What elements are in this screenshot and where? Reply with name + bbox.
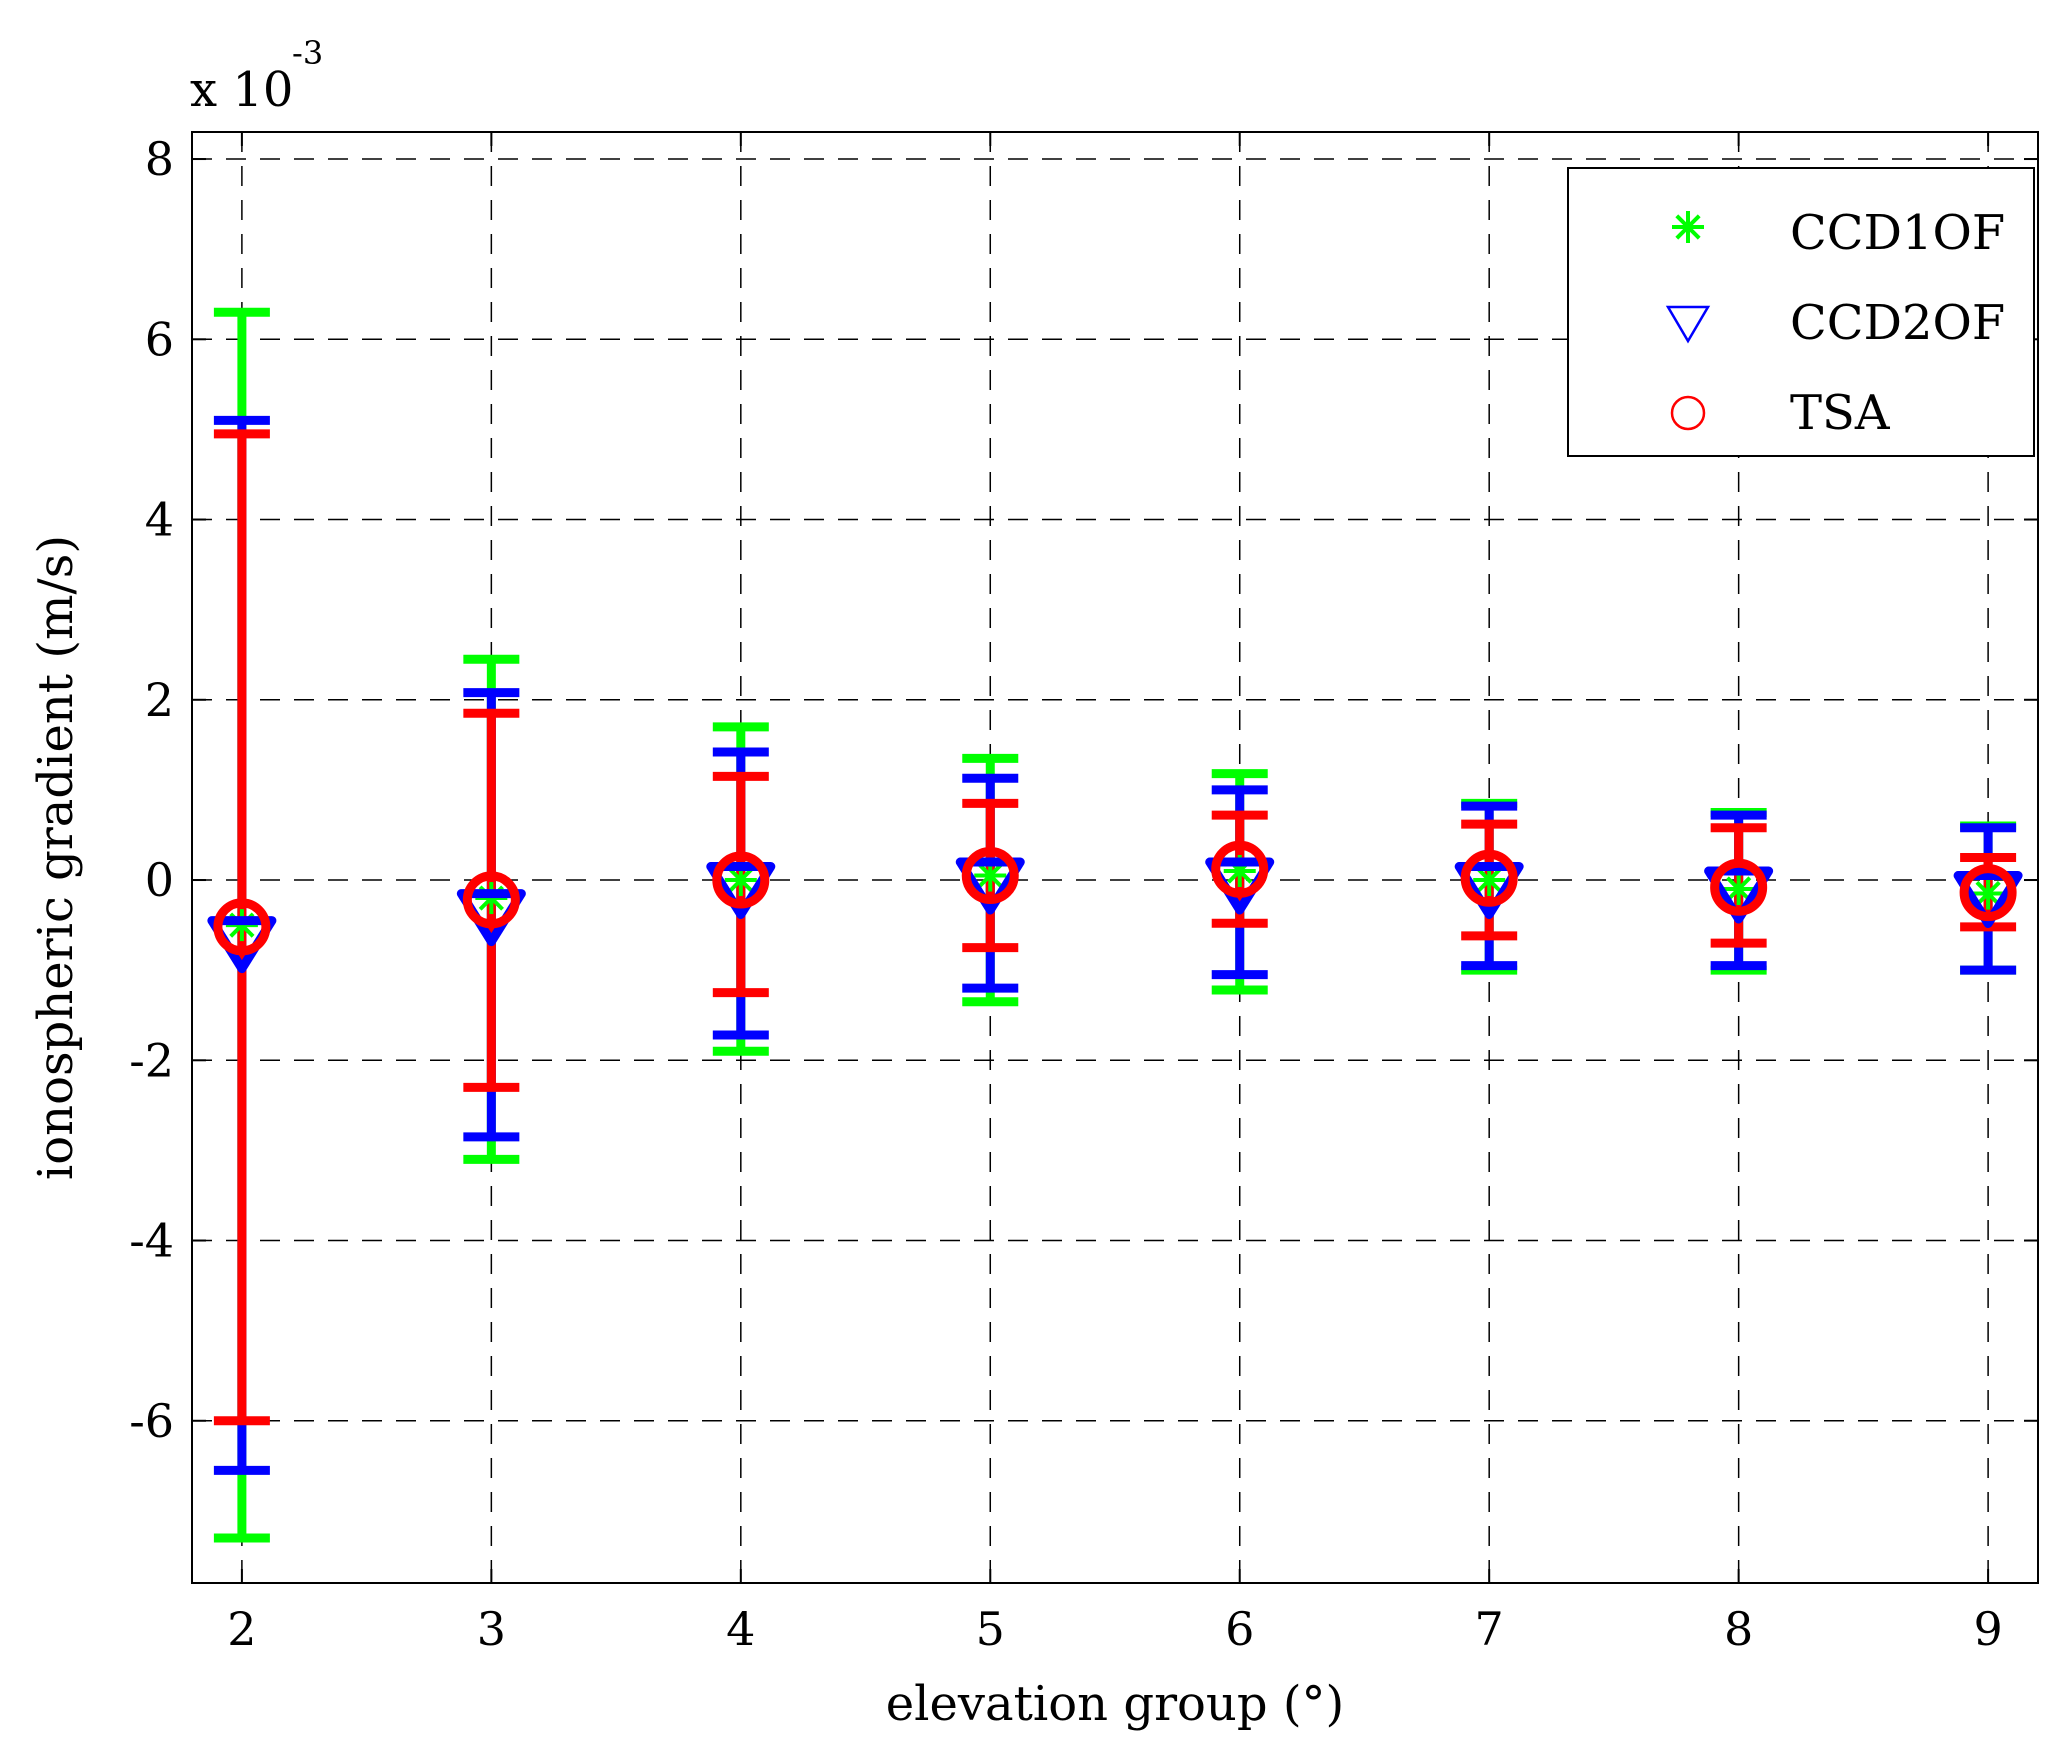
y-tick-label-0: 0 [145, 853, 174, 907]
y-tick-label-8: 8 [145, 132, 174, 186]
y-scale-multiplier: x 10 [190, 62, 293, 118]
legend-label-tsa: TSA [1790, 385, 1891, 441]
y-tick-label-6: 6 [145, 312, 174, 366]
axis-ticks: 2 3 4 5 6 7 8 9 -6 -4 -2 0 2 4 6 8 [129, 132, 2038, 1656]
marker-tsa-9 [1959, 864, 2017, 922]
legend-label-ccd1of: CCD1OF [1790, 205, 2005, 261]
legend: CCD1OF CCD2OF TSA [1567, 167, 2035, 457]
x-tick-label-2: 2 [227, 1602, 256, 1656]
legend-symbol-ccd2of [1665, 305, 1711, 344]
y-tick-label-4: 4 [145, 493, 174, 547]
legend-entry-tsa: TSA [1670, 385, 1891, 441]
y-tick-label-2: 2 [145, 673, 174, 727]
marker-ccd2of-7 [1454, 862, 1524, 920]
legend-box [1567, 167, 2035, 457]
x-tick-label-4: 4 [726, 1602, 755, 1656]
legend-label-ccd2of: CCD2OF [1790, 295, 2005, 351]
marker-tsa-5 [961, 847, 1019, 905]
marker-ccd2of-4 [706, 862, 776, 920]
legend-symbol-ccd1of-stroke-d2 [1675, 214, 1701, 240]
y-tick-label--6: -6 [129, 1394, 174, 1448]
marker-ccd1of-8 [1722, 873, 1755, 906]
x-tick-label-9: 9 [1973, 1602, 2002, 1656]
y-axis-label: ionospheric gradient (m/s) [28, 535, 84, 1180]
x-tick-label-8: 8 [1724, 1602, 1753, 1656]
marker-ccd2of-5 [955, 857, 1025, 915]
marker-ccd1of-4-stroke-d2 [728, 867, 754, 893]
marker-tsa-6 [1211, 840, 1269, 898]
x-axis-label: elevation group (°) [886, 1676, 1345, 1732]
series-layer [207, 307, 2023, 1543]
marker-tsa-8 [1710, 858, 1768, 916]
x-tick-label-3: 3 [477, 1602, 506, 1656]
marker-ccd1of-4 [724, 864, 757, 897]
x-tick-label-7: 7 [1475, 1602, 1504, 1656]
y-scale-exponent: -3 [292, 34, 323, 72]
y-tick-label--2: -2 [129, 1033, 174, 1087]
marker-ccd1of-9-stroke-d2 [1975, 880, 2001, 907]
y-tick-label--4: -4 [129, 1214, 174, 1268]
marker-tsa-7 [1460, 849, 1518, 907]
marker-ccd2of-9 [1953, 871, 2023, 929]
plot-frame [191, 131, 2039, 1584]
markers-tsa [213, 840, 2017, 956]
marker-ccd2of-8 [1704, 866, 1774, 924]
marker-ccd1of-9 [1972, 877, 2005, 910]
marker-tsa-3 [462, 871, 520, 929]
x-tick-label-6: 6 [1225, 1602, 1254, 1656]
marker-tsa-4 [712, 851, 770, 909]
marker-ccd1of-7-stroke-d2 [1476, 867, 1502, 893]
legend-symbol-ccd1of [1672, 211, 1704, 243]
legend-entry-ccd2of: CCD2OF [1665, 295, 2005, 351]
x-tick-label-5: 5 [976, 1602, 1005, 1656]
marker-ccd1of-5-stroke-d2 [977, 862, 1003, 889]
legend-symbol-tsa [1670, 395, 1706, 431]
legend-entry-ccd1of: CCD1OF [1672, 205, 2005, 261]
marker-tsa-2 [213, 898, 271, 956]
marker-ccd1of-8-stroke-d2 [1726, 876, 1752, 902]
